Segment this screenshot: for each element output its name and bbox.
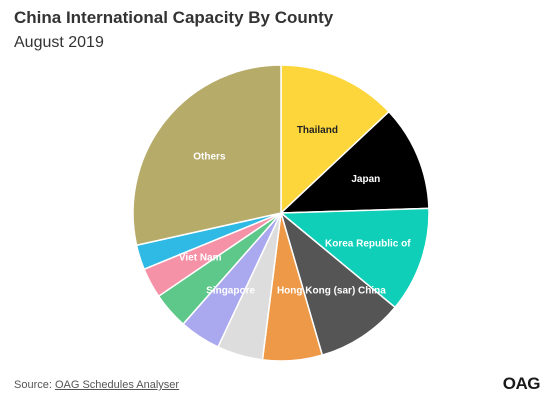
source-note: Source: OAG Schedules Analyser bbox=[14, 379, 179, 391]
pie-slice-hong-kong-sar-china bbox=[279, 210, 397, 357]
pie-slice-korea-republic-of bbox=[278, 207, 430, 309]
source-link[interactable]: OAG Schedules Analyser bbox=[54, 379, 180, 391]
slice-label: Viet Nam bbox=[179, 252, 222, 263]
pie-slice-japan bbox=[279, 110, 430, 214]
slice-label: Singapore bbox=[206, 286, 255, 297]
pie-slice-thailand bbox=[280, 64, 390, 215]
chart-title: China International Capacity By County bbox=[14, 8, 334, 27]
chart-subtitle: August 2019 bbox=[14, 34, 104, 51]
pie-slice-others bbox=[132, 64, 282, 247]
source-prefix: Source: bbox=[14, 379, 55, 391]
slice-label: Others bbox=[193, 152, 226, 163]
slice-label: Japan bbox=[351, 174, 380, 185]
slice-label: Korea Republic of bbox=[325, 239, 411, 250]
slice-label: Thailand bbox=[297, 125, 338, 136]
oag-logo: OAG bbox=[502, 374, 541, 393]
slice-label: Hong Kong (sar) China bbox=[277, 286, 386, 297]
